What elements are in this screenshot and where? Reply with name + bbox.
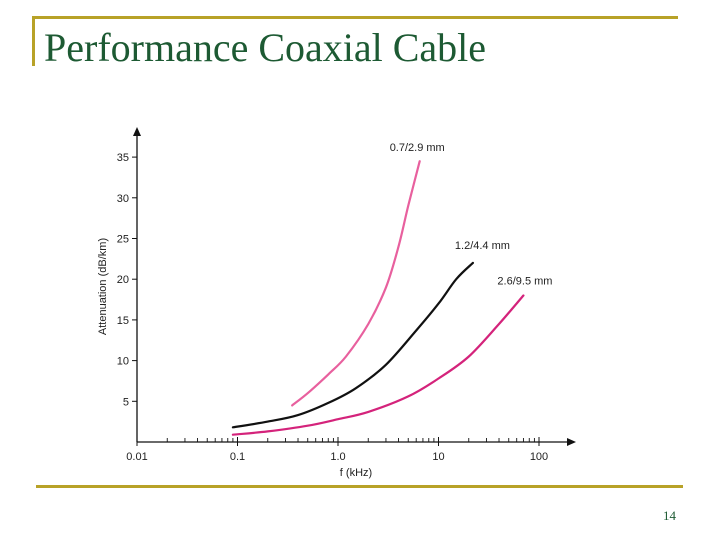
y-axis-title: Attenuation (dB/km) [97, 238, 109, 335]
chart-series-lines [231, 160, 525, 436]
x-tick-label: 10 [432, 451, 444, 463]
x-tick-label: 0.01 [126, 451, 147, 463]
slide-frame-bottom [36, 485, 683, 488]
y-axis-arrow [133, 127, 141, 136]
y-tick-label: 15 [117, 315, 129, 327]
y-tick-label: 10 [117, 356, 129, 368]
series-label: 0.7/2.9 mm [390, 142, 445, 154]
x-axis-title: f (kHz) [340, 467, 372, 479]
series-label: 1.2/4.4 mm [455, 240, 510, 252]
y-tick-label: 35 [117, 152, 129, 164]
slide-title: Performance Coaxial Cable [44, 25, 487, 70]
x-tick-label: 1.0 [330, 451, 345, 463]
series-label: 2.6/9.5 mm [497, 275, 552, 287]
chart-axes [133, 127, 576, 446]
y-tick-label: 20 [117, 274, 129, 286]
series-line [231, 261, 474, 429]
series-line [291, 160, 421, 407]
chart-ticks [132, 156, 540, 446]
chart-labels: 5 10 15 20 25 30 35 0.01 0.1 1.0 10 100 f (kHz) Atten… [97, 142, 552, 479]
y-tick-label: 5 [123, 396, 129, 408]
series-line [231, 294, 525, 436]
y-tick-label: 30 [117, 193, 129, 205]
page-number: 14 [663, 508, 676, 523]
y-tick-label: 25 [117, 234, 129, 246]
slide-frame-left [32, 16, 35, 66]
x-tick-label: 0.1 [230, 451, 245, 463]
slide-frame-top [32, 16, 678, 19]
x-tick-label: 100 [530, 451, 548, 463]
x-axis-arrow [567, 438, 576, 446]
